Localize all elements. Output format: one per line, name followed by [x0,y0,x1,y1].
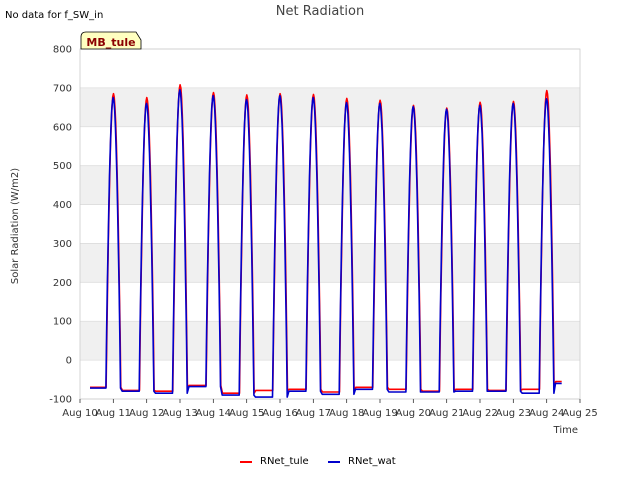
y-tick-label: 400 [53,200,72,211]
grid-band [80,282,580,322]
x-tick-label: Aug 25 [562,408,597,419]
x-tick-label: Aug 12 [129,408,164,419]
x-tick-label: Aug 20 [396,408,431,419]
x-tick-label: Aug 14 [196,408,231,419]
series-lines [90,84,562,398]
y-tick-label: -100 [49,395,72,406]
series-line-rnet-wat [90,89,562,398]
x-tick-label: Aug 21 [429,408,464,419]
grid-band [80,321,580,361]
grid-bands [80,49,580,399]
y-tick-label: 700 [53,83,72,94]
site-badge: MB_tule [80,31,142,50]
y-tick-label: 300 [53,239,72,250]
x-tick-label: Aug 10 [62,408,97,419]
no-data-note: No data for f_SW_in [5,10,103,21]
legend: RNet_tule RNet_wat [240,456,396,467]
grid-lines [79,48,581,400]
x-axis-label: Time [553,425,578,436]
grid-band [80,243,580,283]
x-tick-label: Aug 22 [462,408,497,419]
grid-band [80,204,580,244]
site-badge-label: MB_tule [86,36,135,49]
grid-band [80,165,580,205]
x-tick-label: Aug 23 [496,408,531,419]
y-axis-label: Solar Radiation (W/m2) [10,168,21,284]
y-tick-label: 100 [53,317,72,328]
x-tick-label: Aug 15 [229,408,264,419]
x-tick-label: Aug 17 [296,408,331,419]
x-tick-label: Aug 24 [529,408,564,419]
y-tick-label: 0 [66,356,72,367]
y-tick-label: 200 [53,278,72,289]
y-tick-label: 500 [53,161,72,172]
x-tick-label: Aug 11 [96,408,131,419]
grid-band [80,87,580,127]
site-badge-box [80,31,142,50]
legend-label-rnet-wat: RNet_wat [348,456,396,467]
y-tick-label: 800 [53,45,72,56]
legend-label-rnet-tule: RNet_tule [260,456,309,467]
grid-band [80,49,580,88]
x-tick-label: Aug 18 [329,408,364,419]
x-tick-label: Aug 13 [162,408,197,419]
chart-title: Net Radiation [276,4,364,19]
x-tick-label: Aug 19 [362,408,397,419]
x-tick-label: Aug 16 [262,408,297,419]
grid-band [80,126,580,166]
y-tick-label: 600 [53,122,72,133]
plot-frame [79,48,581,400]
